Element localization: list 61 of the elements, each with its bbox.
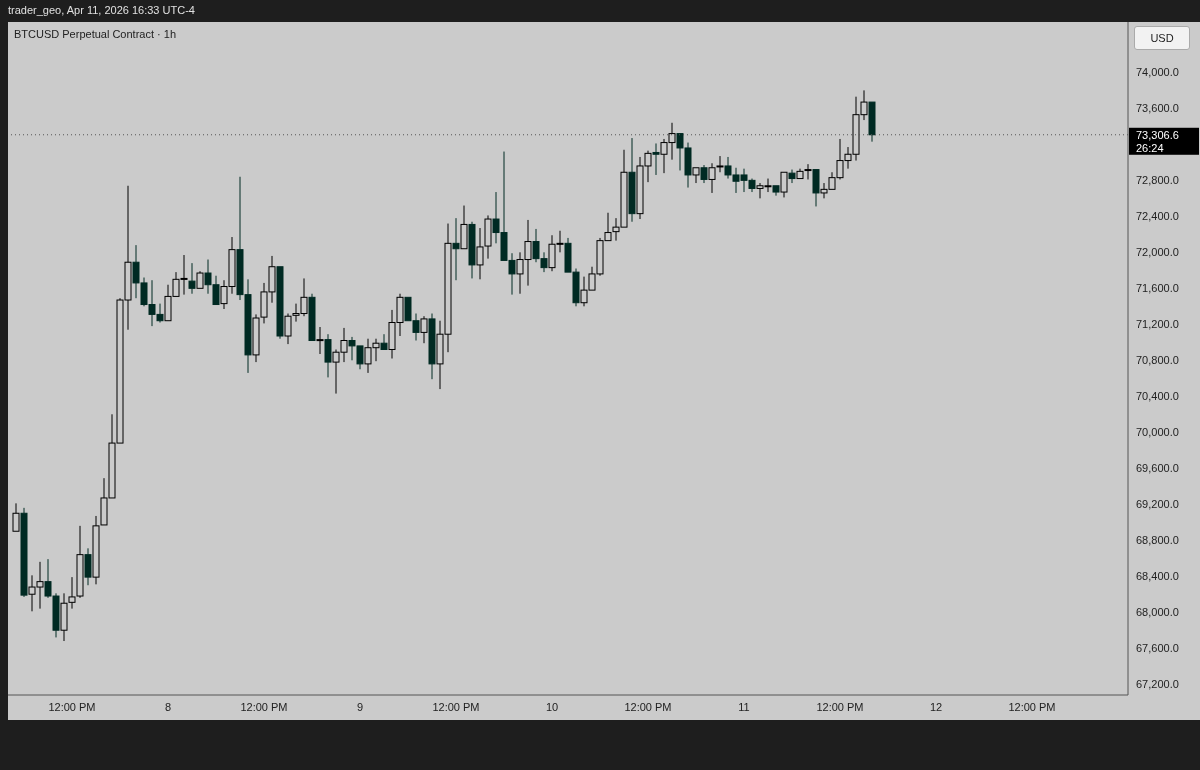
y-tick-label: 67,600.0 — [1136, 642, 1179, 655]
y-tick-label: 69,600.0 — [1136, 462, 1179, 475]
candlestick — [20, 507, 28, 598]
y-tick-label: 70,400.0 — [1136, 390, 1179, 403]
x-tick-label: 12:00 PM — [1008, 700, 1056, 713]
candlestick — [692, 167, 700, 184]
x-tick-label: 11 — [738, 700, 750, 713]
ref-line-label: 73,306.6 — [1136, 128, 1179, 141]
candlestick — [196, 270, 204, 289]
y-tick-label: 68,400.0 — [1136, 570, 1179, 583]
x-tick-label: 12:00 PM — [816, 700, 864, 713]
candlestick — [772, 185, 780, 197]
x-tick-label: 12:00 PM — [432, 700, 480, 713]
candlestick — [812, 169, 820, 207]
y-tick-label: 70,800.0 — [1136, 354, 1179, 367]
x-tick-label: 12 — [929, 700, 943, 713]
y-tick-label: 71,200.0 — [1136, 318, 1179, 331]
y-tick-label: 70,000.0 — [1136, 426, 1179, 439]
y-tick-label: 74,000.0 — [1136, 66, 1179, 79]
candlestick — [460, 205, 468, 250]
candlestick — [60, 592, 68, 642]
candlestick — [380, 333, 388, 350]
y-tick-label: 72,400.0 — [1136, 210, 1179, 223]
x-tick-label: 9 — [356, 700, 364, 713]
x-tick-label: 10 — [545, 700, 559, 713]
candlestick — [316, 326, 324, 355]
text: 26:24 — [1136, 141, 1164, 154]
candlestick — [324, 333, 332, 378]
candlestick — [188, 262, 196, 295]
candlestick — [284, 313, 292, 345]
candlestick — [276, 266, 284, 340]
x-tick-label: 12:00 PM — [240, 700, 288, 713]
x-tick-label: 8 — [164, 700, 172, 713]
y-tick-label: 71,600.0 — [1136, 282, 1179, 295]
y-tick-label: 68,800.0 — [1136, 534, 1179, 547]
candlestick — [308, 293, 316, 342]
candlestick — [796, 168, 804, 180]
candlestick — [788, 169, 796, 184]
y-tick-label: 68,000.0 — [1136, 606, 1179, 619]
candlestick — [468, 221, 476, 279]
y-tick-label: 73,600.0 — [1136, 102, 1179, 115]
candlestick — [12, 502, 20, 532]
x-tick-label: 12:00 PM — [48, 700, 96, 713]
candlestick — [428, 313, 436, 380]
candlestick — [84, 547, 92, 586]
text: BTCUSD Perpetual Contract · 1h — [14, 28, 177, 40]
text: USD — [1134, 26, 1190, 50]
candlestick — [868, 101, 876, 143]
candlestick — [780, 171, 788, 198]
y-tick-label: 67,200.0 — [1136, 678, 1179, 691]
candlestick — [628, 137, 636, 223]
candlestick — [700, 164, 708, 184]
y-tick-label: 72,800.0 — [1136, 174, 1179, 187]
y-tick-label: 69,200.0 — [1136, 498, 1179, 511]
y-tick-label: 72,000.0 — [1136, 246, 1179, 259]
candlestick — [452, 217, 460, 281]
candlestick — [652, 142, 660, 176]
candlestick — [804, 163, 812, 180]
x-tick-label: 12:00 PM — [624, 700, 672, 713]
text: trader_geo, Apr 11, 2026 16:33 UTC-4 — [8, 4, 195, 16]
candlestick — [420, 315, 428, 344]
